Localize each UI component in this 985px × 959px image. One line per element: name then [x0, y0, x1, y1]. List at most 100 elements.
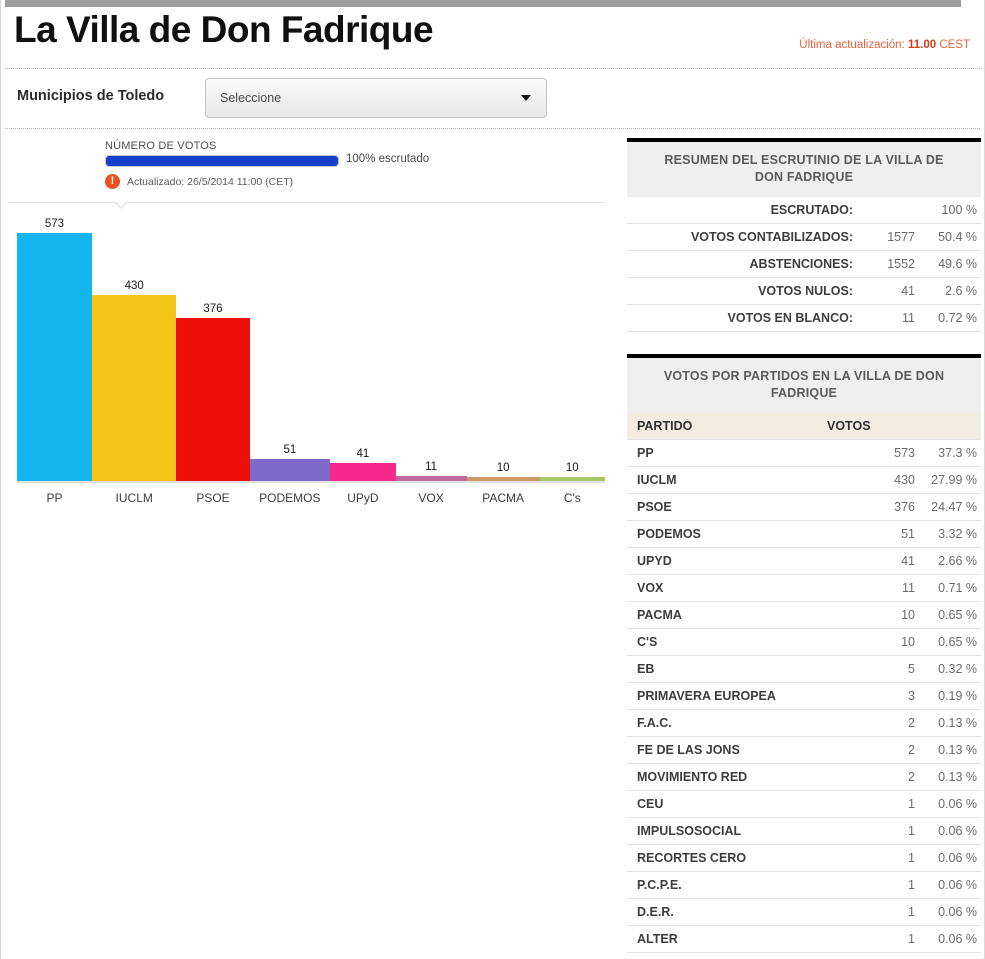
summary-row-label: VOTOS EN BLANCO:	[627, 304, 857, 332]
bar-vox[interactable]	[395, 476, 467, 481]
summary-panel-title: RESUMEN DEL ESCRUTINIO DE LA VILLA DE DO…	[627, 142, 981, 197]
col-header-votes: VOTOS	[823, 412, 919, 440]
table-row: D.E.R. 1 0.06 %	[627, 898, 981, 926]
table-row: PODEMOS 51 3.32 %	[627, 520, 981, 548]
summary-row-value: 11	[857, 304, 919, 332]
party-percent: 0.13 %	[919, 736, 981, 764]
party-percent: 37.3 %	[919, 439, 981, 467]
bar-value-label: 430	[124, 279, 144, 292]
summary-row-value: 1577	[857, 223, 919, 251]
last-update-stamp: Última actualización: 11.00 CEST	[799, 39, 970, 51]
bar-slot-vox[interactable]: 11	[395, 233, 467, 481]
municipality-select[interactable]: Seleccione	[205, 78, 547, 118]
summary-row-percent: 2.6 %	[919, 277, 981, 305]
party-votes: 2	[823, 736, 919, 764]
scrutiny-progress-fill	[106, 156, 338, 166]
chart-plot-area: 573 430 376 51 41 11 10 10	[17, 218, 605, 481]
party-name: F.A.C.	[627, 709, 823, 737]
table-row: MOVIMIENTO RED 2 0.13 %	[627, 763, 981, 791]
party-votes: 430	[823, 466, 919, 494]
bar-iuclm[interactable]	[91, 294, 177, 481]
bar-slot-pacma[interactable]: 10	[466, 233, 540, 481]
party-percent: 27.99 %	[919, 466, 981, 494]
summary-row-value: 41	[857, 277, 919, 305]
table-row: PRIMAVERA EUROPEA 3 0.19 %	[627, 682, 981, 710]
col-header-percent	[919, 412, 981, 440]
party-votes: 1	[823, 952, 919, 959]
bar-slot-podemos[interactable]: 51	[249, 233, 331, 481]
table-row: FE DE LAS JONS 2 0.13 %	[627, 736, 981, 764]
alert-icon: !	[105, 174, 120, 189]
municipality-selector-row: Municipios de Toledo Seleccione	[1, 69, 984, 128]
party-votes: 3	[823, 682, 919, 710]
party-votes: 1	[823, 844, 919, 872]
last-update-prefix: Última actualización:	[799, 39, 905, 51]
chevron-down-icon	[521, 95, 531, 101]
bar-value-label: 376	[203, 303, 223, 316]
party-votes: 1	[823, 817, 919, 845]
summary-row: ESCRUTADO: 100 %	[627, 196, 981, 224]
bar-psoe[interactable]	[176, 318, 250, 481]
bar-podemos[interactable]	[249, 458, 331, 481]
bar-slot-iuclm[interactable]: 430	[91, 233, 177, 481]
page-header: La Villa de Don Fadrique Última actualiz…	[1, 7, 984, 68]
party-percent: 0.71 %	[919, 574, 981, 602]
bar-cs[interactable]	[539, 476, 605, 481]
bar-upyd[interactable]	[330, 463, 396, 481]
table-row: VOX 11 0.71 %	[627, 574, 981, 602]
bar-slot-cs[interactable]: 10	[539, 233, 605, 481]
bar-slot-upyd[interactable]: 41	[330, 233, 396, 481]
party-percent: 0.06 %	[919, 817, 981, 845]
party-votes: 573	[823, 439, 919, 467]
chart-caption: NÚMERO DE VOTOS	[105, 140, 217, 152]
last-update-value: 11.00	[907, 39, 937, 51]
party-votes: 1	[823, 925, 919, 953]
bar-pp[interactable]	[17, 233, 92, 481]
bar-value-label: 10	[496, 461, 510, 474]
table-row: IUCLM 430 27.99 %	[627, 466, 981, 494]
party-votes: 1	[823, 898, 919, 926]
party-percent: 0.65 %	[919, 628, 981, 656]
table-row: C'S 10 0.65 %	[627, 628, 981, 656]
party-percent: 0.65 %	[919, 601, 981, 629]
summary-row: VOTOS EN BLANCO: 11 0.72 %	[627, 304, 981, 332]
party-votes: 2	[823, 763, 919, 791]
party-votes: 10	[823, 628, 919, 656]
party-name: CEU	[627, 790, 823, 818]
table-row: PP 573 37.3 %	[627, 439, 981, 467]
party-name: IUCLM	[627, 466, 823, 494]
last-update-suffix: CEST	[939, 39, 970, 51]
axis-label-pp: PP	[46, 491, 63, 505]
party-name: RECORTES CERO	[627, 844, 823, 872]
party-percent: 24.47 %	[919, 493, 981, 521]
bar-slot-psoe[interactable]: 376	[176, 233, 250, 481]
table-row: CEU 1 0.06 %	[627, 790, 981, 818]
bar-value-label: 11	[425, 461, 438, 474]
scrutiny-updated-text: Actualizado: 26/5/2014 11:00 (CET)	[127, 176, 294, 188]
municipality-select-value: Seleccione	[220, 91, 282, 105]
party-percent: 0.06 %	[919, 844, 981, 872]
chart-top-rule	[8, 202, 606, 203]
table-row: EB 5 0.32 %	[627, 655, 981, 683]
bar-value-label: 573	[44, 218, 65, 230]
summary-row-label: VOTOS NULOS:	[627, 277, 857, 305]
party-name: PACMA	[627, 601, 823, 629]
summary-row: ABSTENCIONES: 1552 49.6 %	[627, 250, 981, 278]
party-percent: 0.13 %	[919, 709, 981, 737]
table-row: PSOE 376 24.47 %	[627, 493, 981, 521]
bar-pacma[interactable]	[466, 476, 540, 481]
header-divider	[5, 68, 980, 69]
page-title: La Villa de Don Fadrique	[14, 9, 434, 50]
party-votes: 2	[823, 709, 919, 737]
bar-value-label: 51	[283, 443, 297, 456]
bar-value-label: 41	[356, 448, 370, 461]
chart-baseline	[17, 481, 605, 483]
col-header-party: PARTIDO	[627, 412, 823, 440]
summary-row-label: ESCRUTADO:	[627, 196, 857, 224]
party-votes: 41	[823, 547, 919, 575]
party-name: UPYD	[627, 547, 823, 575]
party-votes: 10	[823, 601, 919, 629]
bar-slot-pp[interactable]: 573	[17, 218, 92, 481]
bar-value-label: 10	[565, 461, 579, 474]
